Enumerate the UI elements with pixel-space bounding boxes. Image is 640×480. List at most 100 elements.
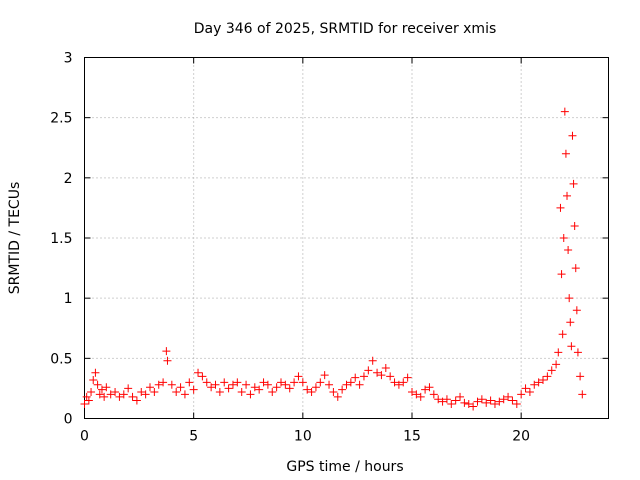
data-point bbox=[473, 397, 482, 406]
data-point bbox=[198, 372, 207, 381]
data-point bbox=[124, 384, 133, 393]
data-point bbox=[460, 398, 469, 407]
data-point bbox=[329, 388, 338, 397]
y-axis-label: SRMTID / TECUs bbox=[7, 182, 23, 295]
data-point bbox=[412, 390, 421, 399]
data-point bbox=[80, 400, 89, 409]
data-point bbox=[119, 390, 128, 399]
data-point bbox=[346, 378, 355, 387]
plot-border bbox=[84, 57, 609, 419]
data-point bbox=[246, 390, 255, 399]
data-point bbox=[571, 264, 580, 273]
data-point bbox=[499, 395, 508, 404]
data-point bbox=[559, 234, 568, 242]
data-point bbox=[172, 388, 181, 397]
data-point bbox=[128, 392, 137, 401]
data-point bbox=[87, 388, 96, 397]
x-tick-label: 10 bbox=[294, 429, 312, 445]
data-point bbox=[228, 380, 237, 389]
data-point bbox=[154, 380, 163, 389]
y-tick-label: 2 bbox=[64, 171, 73, 187]
data-point bbox=[333, 392, 342, 401]
data-point bbox=[530, 380, 539, 389]
data-point bbox=[316, 378, 325, 387]
data-point bbox=[311, 383, 320, 392]
data-point bbox=[386, 372, 395, 381]
data-point bbox=[373, 368, 382, 377]
data-point bbox=[93, 380, 102, 389]
data-point bbox=[272, 383, 281, 392]
data-point bbox=[224, 384, 233, 393]
data-point bbox=[469, 402, 478, 411]
x-tick-label: 20 bbox=[512, 429, 530, 445]
data-point bbox=[464, 400, 473, 409]
data-point bbox=[194, 368, 203, 377]
data-point bbox=[215, 388, 224, 397]
data-point bbox=[429, 390, 438, 399]
data-point bbox=[451, 396, 460, 405]
data-point bbox=[408, 388, 416, 397]
data-point bbox=[403, 373, 412, 382]
data-point bbox=[89, 375, 98, 384]
data-point bbox=[416, 392, 425, 401]
data-point bbox=[447, 400, 456, 409]
data-point bbox=[486, 396, 495, 405]
data-point bbox=[100, 392, 109, 401]
data-point bbox=[434, 395, 443, 404]
data-point bbox=[565, 294, 574, 303]
data-point bbox=[176, 383, 185, 392]
data-point bbox=[547, 366, 556, 375]
data-point bbox=[377, 371, 386, 380]
data-point bbox=[132, 396, 141, 405]
data-point bbox=[364, 366, 373, 375]
data-point bbox=[534, 378, 543, 387]
data-point bbox=[561, 149, 570, 158]
data-point bbox=[150, 388, 159, 397]
data-point bbox=[211, 380, 220, 389]
y-tick-label: 1.5 bbox=[50, 231, 72, 247]
data-point bbox=[368, 356, 377, 365]
y-tick-label: 0.5 bbox=[50, 351, 72, 367]
data-point bbox=[285, 384, 294, 393]
data-point bbox=[106, 390, 115, 399]
data-point bbox=[355, 380, 364, 389]
data-point bbox=[525, 388, 534, 397]
data-point bbox=[268, 388, 277, 397]
data-point bbox=[185, 378, 194, 387]
data-point bbox=[399, 378, 408, 387]
data-point bbox=[456, 392, 465, 401]
data-point bbox=[425, 383, 434, 392]
data-point bbox=[567, 342, 576, 351]
data-point bbox=[482, 398, 491, 407]
ticks bbox=[84, 57, 609, 419]
data-point bbox=[115, 392, 124, 401]
data-point bbox=[568, 131, 577, 140]
data-point bbox=[259, 378, 268, 387]
data-point bbox=[570, 221, 579, 230]
data-point bbox=[573, 348, 582, 357]
data-point bbox=[421, 385, 430, 394]
data-point bbox=[578, 390, 587, 399]
data-point bbox=[250, 383, 259, 392]
data-point bbox=[543, 372, 552, 381]
data-point bbox=[552, 360, 561, 369]
y-tick-label: 0 bbox=[64, 412, 73, 428]
data-point bbox=[102, 383, 111, 392]
data-point bbox=[159, 378, 168, 387]
data-point bbox=[207, 383, 216, 392]
data-point bbox=[84, 396, 93, 405]
data-point bbox=[477, 395, 486, 404]
data-point bbox=[504, 392, 513, 401]
data-point bbox=[255, 385, 264, 394]
data-point bbox=[557, 270, 566, 279]
y-tick-label: 3 bbox=[64, 51, 73, 67]
data-point bbox=[189, 385, 198, 394]
data-point bbox=[517, 390, 526, 399]
data-point bbox=[566, 318, 575, 327]
data-point bbox=[95, 390, 104, 399]
data-point bbox=[82, 392, 91, 401]
y-tick-label: 1 bbox=[64, 291, 73, 307]
data-point bbox=[381, 363, 390, 372]
data-point bbox=[554, 348, 563, 357]
